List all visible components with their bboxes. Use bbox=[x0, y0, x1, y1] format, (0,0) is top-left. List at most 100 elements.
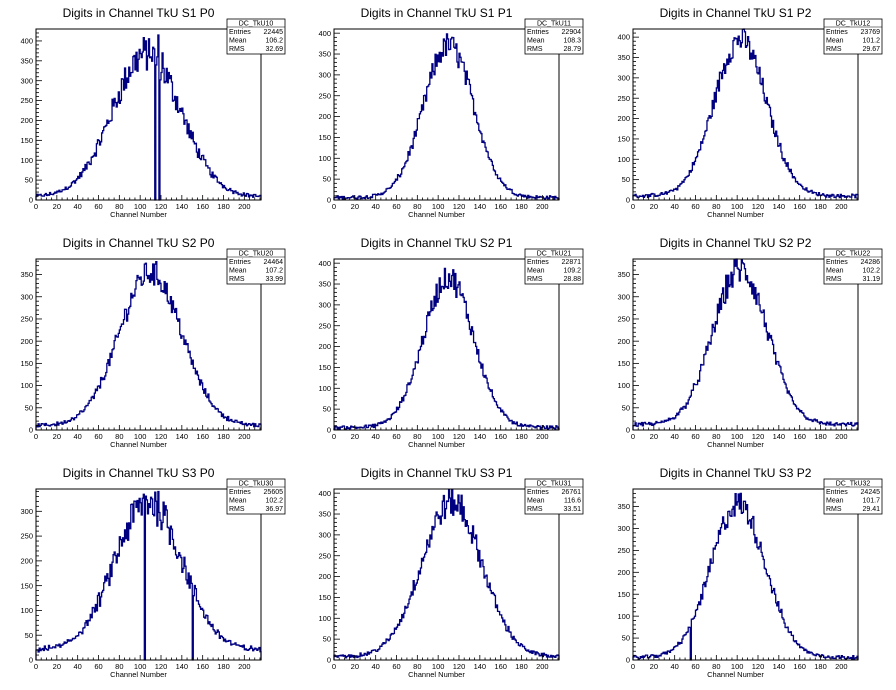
histogram-series-line bbox=[333, 488, 560, 660]
stats-label-rms: RMS bbox=[826, 46, 842, 53]
stats-value-entries: 22445 bbox=[264, 29, 284, 36]
x-tick-label: 20 bbox=[53, 662, 61, 671]
histogram-panel-1: Digits in Channel TkU S1 P1 0 20 40 60 80 100 1… bbox=[318, 6, 584, 219]
stats-value-rms: 33.51 bbox=[563, 506, 581, 513]
x-axis-label: Channel Number bbox=[408, 670, 465, 679]
stats-value-mean: 116.6 bbox=[564, 498, 581, 505]
y-tick-label: 100 bbox=[20, 381, 33, 390]
stats-value-mean: 101.7 bbox=[862, 498, 880, 505]
x-tick-label: 40 bbox=[371, 202, 379, 211]
histogram-panel-0: Digits in Channel TkU S1 P0 0 20 40 60 80 100 1… bbox=[20, 6, 286, 219]
y-tick-label: 150 bbox=[617, 135, 630, 144]
y-tick-label: 300 bbox=[20, 76, 33, 85]
x-tick-label: 0 bbox=[631, 432, 635, 441]
y-tick-label: 400 bbox=[617, 33, 630, 42]
x-tick-label: 80 bbox=[115, 432, 123, 441]
stats-value-mean: 102.2 bbox=[862, 268, 880, 275]
x-tick-label: 40 bbox=[670, 202, 678, 211]
stats-name: DC_TkU32 bbox=[836, 481, 871, 488]
x-tick-label: 20 bbox=[351, 432, 359, 441]
histogram-series-line bbox=[35, 490, 262, 661]
y-tick-label: 400 bbox=[318, 489, 331, 498]
x-tick-label: 180 bbox=[217, 432, 230, 441]
y-tick-label: 50 bbox=[25, 403, 33, 412]
x-tick-label: 40 bbox=[371, 662, 379, 671]
plot-frame bbox=[333, 488, 560, 661]
x-tick-label: 120 bbox=[752, 432, 765, 441]
y-tick-label: 150 bbox=[20, 136, 33, 145]
x-tick-label: 60 bbox=[94, 432, 102, 441]
x-axis-label: Channel Number bbox=[408, 440, 465, 449]
x-tick-label: 20 bbox=[53, 202, 61, 211]
plot-frame bbox=[333, 258, 560, 431]
x-tick-label: 180 bbox=[814, 662, 827, 671]
histogram-series-line bbox=[632, 28, 859, 200]
stats-label-entries: Entries bbox=[229, 489, 251, 496]
stats-label-entries: Entries bbox=[229, 29, 251, 36]
x-tick-label: 0 bbox=[631, 202, 635, 211]
x-tick-label: 200 bbox=[238, 432, 251, 441]
x-tick-label: 100 bbox=[731, 662, 744, 671]
stats-name: DC_TkU10 bbox=[239, 21, 274, 28]
y-tick-label: 350 bbox=[617, 270, 630, 279]
x-tick-label: 80 bbox=[712, 432, 720, 441]
x-tick-label: 160 bbox=[793, 432, 806, 441]
y-tick-label: 50 bbox=[25, 176, 33, 185]
x-tick-label: 40 bbox=[73, 432, 81, 441]
x-tick-label: 60 bbox=[392, 202, 400, 211]
x-tick-label: 20 bbox=[53, 432, 61, 441]
y-tick-label: 0 bbox=[29, 656, 33, 665]
stats-label-mean: Mean bbox=[826, 498, 844, 505]
y-tick-label: 150 bbox=[318, 593, 331, 602]
x-tick-label: 140 bbox=[773, 662, 786, 671]
histogram-panel-4: Digits in Channel TkU S2 P1 0 20 40 60 80 100 1… bbox=[318, 236, 584, 449]
y-tick-label: 200 bbox=[318, 112, 331, 121]
x-tick-label: 140 bbox=[176, 432, 189, 441]
x-tick-label: 160 bbox=[494, 202, 507, 211]
histogram-series-line bbox=[35, 260, 262, 430]
stats-label-entries: Entries bbox=[527, 489, 549, 496]
chart-title: Digits in Channel TkU S3 P0 bbox=[63, 466, 215, 480]
histogram-panel-6: Digits in Channel TkU S3 P0 0 20 40 60 80 100 1… bbox=[20, 466, 286, 679]
x-tick-label: 140 bbox=[773, 202, 786, 211]
y-tick-label: 0 bbox=[29, 426, 33, 435]
x-tick-label: 20 bbox=[351, 662, 359, 671]
y-tick-label: 100 bbox=[617, 155, 630, 164]
stats-value-entries: 24464 bbox=[264, 259, 284, 266]
y-tick-label: 150 bbox=[20, 359, 33, 368]
x-tick-label: 40 bbox=[73, 202, 81, 211]
x-tick-label: 120 bbox=[453, 432, 466, 441]
y-tick-label: 100 bbox=[318, 614, 331, 623]
stats-box bbox=[823, 18, 883, 55]
stats-value-mean: 107.2 bbox=[265, 268, 283, 275]
y-tick-label: 200 bbox=[617, 337, 630, 346]
x-tick-label: 140 bbox=[474, 432, 487, 441]
y-tick-label: 100 bbox=[617, 612, 630, 621]
y-tick-label: 250 bbox=[617, 546, 630, 555]
stats-value-mean: 101.2 bbox=[862, 38, 880, 45]
x-tick-label: 0 bbox=[332, 662, 336, 671]
y-tick-label: 200 bbox=[318, 572, 331, 581]
x-tick-label: 200 bbox=[238, 662, 251, 671]
stats-label-mean: Mean bbox=[826, 38, 844, 45]
stats-label-entries: Entries bbox=[527, 29, 549, 36]
x-tick-label: 120 bbox=[453, 202, 466, 211]
y-tick-label: 200 bbox=[617, 568, 630, 577]
stats-value-entries: 22871 bbox=[562, 259, 582, 266]
stats-value-rms: 32.69 bbox=[265, 46, 283, 53]
y-tick-label: 200 bbox=[318, 342, 331, 351]
x-axis-label: Channel Number bbox=[110, 210, 167, 219]
y-tick-label: 400 bbox=[318, 29, 331, 38]
x-tick-label: 120 bbox=[155, 432, 168, 441]
x-tick-label: 60 bbox=[94, 662, 102, 671]
x-tick-label: 140 bbox=[176, 202, 189, 211]
y-tick-label: 200 bbox=[617, 114, 630, 123]
y-tick-label: 50 bbox=[323, 635, 331, 644]
y-tick-label: 0 bbox=[626, 426, 630, 435]
histogram-series-line bbox=[35, 34, 262, 201]
y-tick-label: 50 bbox=[622, 403, 630, 412]
x-tick-label: 100 bbox=[432, 432, 445, 441]
x-tick-label: 180 bbox=[217, 662, 230, 671]
stats-value-entries: 23769 bbox=[861, 29, 881, 36]
x-tick-label: 160 bbox=[196, 662, 209, 671]
